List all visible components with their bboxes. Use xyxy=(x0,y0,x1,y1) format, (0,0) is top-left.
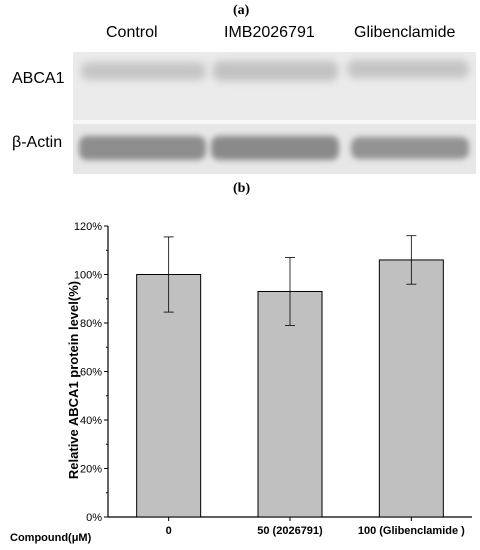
bar xyxy=(257,290,323,518)
x-tick-label: 100 (Glibenclamide ) xyxy=(358,525,465,537)
band-abca1-control xyxy=(81,62,206,80)
bars xyxy=(136,235,444,518)
y-tick-label: 60% xyxy=(80,367,102,379)
panel-a-label: (a) xyxy=(233,3,250,18)
lane-header-glibenclamide: Glibenclamide xyxy=(354,24,456,41)
bar xyxy=(136,274,202,518)
panel-b-label: (b) xyxy=(233,181,251,196)
x-axis-label: Compound(μM) xyxy=(10,532,92,544)
band-actin-control xyxy=(79,136,206,160)
y-axis-label: Relative ABCA1 protein level(%) xyxy=(66,281,81,479)
bar xyxy=(378,259,444,518)
x-tick-label: 50 (2026791) xyxy=(257,525,323,537)
band-actin-glibenclamide xyxy=(351,137,469,159)
blot-strip-separator xyxy=(73,120,476,124)
y-tick-label: 20% xyxy=(80,464,102,476)
x-ticks: 0 50 (2026791) 100 (Glibenclamide ) xyxy=(166,517,465,537)
row-label-abca1: ABCA1 xyxy=(12,70,65,87)
band-abca1-glibenclamide xyxy=(347,60,469,78)
y-tick-label: 40% xyxy=(80,415,102,427)
band-actin-imb2026791 xyxy=(211,136,339,160)
lane-header-imb2026791: IMB2026791 xyxy=(224,24,315,41)
y-tick-label: 0% xyxy=(86,512,102,524)
lane-header-control: Control xyxy=(106,24,158,41)
band-abca1-imb2026791 xyxy=(213,61,338,81)
y-tick-label: 80% xyxy=(80,318,102,330)
y-tick-label: 100% xyxy=(74,270,102,282)
y-ticks: 0% 20% 40% 60% 80% 100% 120% xyxy=(74,221,108,524)
row-label-beta-actin: β-Actin xyxy=(12,134,63,151)
western-blot-image xyxy=(73,52,476,174)
y-tick-label: 120% xyxy=(74,221,102,233)
x-tick-label: 0 xyxy=(166,525,172,537)
